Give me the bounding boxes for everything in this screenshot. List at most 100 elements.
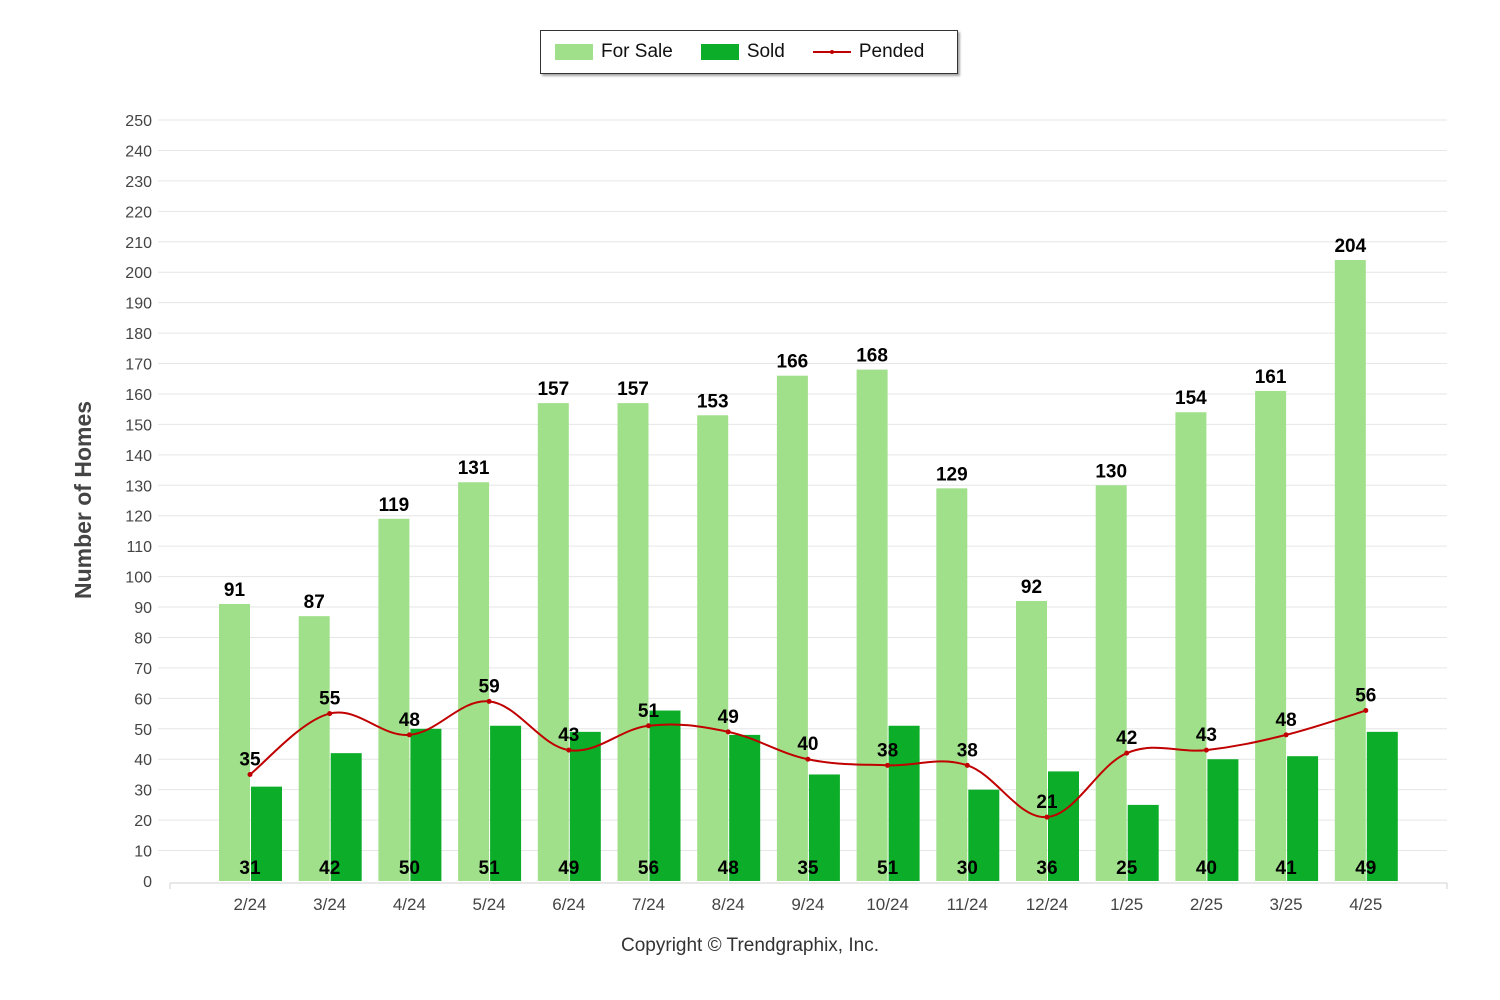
- legend-swatch-for-sale: [555, 44, 593, 60]
- copyright-text: Copyright © Trendgraphix, Inc.: [621, 935, 879, 956]
- label-for-sale: 92: [1021, 577, 1042, 598]
- label-for-sale: 87: [304, 592, 325, 613]
- x-tick-label: 1/25: [1110, 895, 1143, 914]
- label-pended: 48: [399, 710, 420, 731]
- bar-for-sale: [1175, 412, 1207, 881]
- bar-for-sale: [1255, 390, 1287, 881]
- bar-sold: [649, 710, 681, 881]
- label-for-sale: 204: [1334, 236, 1366, 257]
- pended-point: [406, 732, 412, 738]
- bar-for-sale: [537, 403, 569, 881]
- bar-sold: [410, 728, 442, 881]
- pended-point: [566, 747, 572, 753]
- pended-point: [725, 729, 731, 735]
- y-tick-label: 110: [126, 539, 152, 556]
- bar-sold: [888, 725, 920, 881]
- y-tick-label: 0: [143, 874, 152, 891]
- label-for-sale: 166: [777, 352, 809, 373]
- label-pended: 56: [1355, 686, 1376, 707]
- y-tick-label: 120: [125, 509, 152, 526]
- y-tick-label: 250: [125, 113, 152, 130]
- pended-point: [486, 698, 492, 704]
- pended-point: [1124, 750, 1130, 756]
- bar-sold: [330, 753, 362, 881]
- bar-for-sale: [1016, 600, 1047, 881]
- label-sold: 42: [319, 858, 340, 879]
- y-tick-label: 60: [134, 691, 152, 708]
- label-pended: 59: [479, 676, 500, 697]
- legend-item-for-sale[interactable]: For Sale: [555, 41, 673, 63]
- label-for-sale: 130: [1095, 461, 1127, 482]
- bar-sold: [569, 731, 601, 881]
- y-tick-label: 190: [125, 296, 152, 313]
- label-sold: 49: [1355, 858, 1376, 879]
- y-tick-label: 80: [134, 630, 152, 647]
- bar-sold: [968, 789, 1000, 881]
- legend-swatch-pended: [812, 44, 851, 60]
- label-pended: 43: [558, 725, 579, 746]
- y-tick-label: 230: [125, 174, 152, 191]
- y-tick-label: 180: [125, 326, 152, 343]
- label-pended: 21: [1036, 792, 1058, 813]
- label-for-sale: 91: [224, 580, 246, 601]
- x-tick-label: 4/24: [393, 895, 426, 914]
- bar-for-sale: [1095, 485, 1127, 881]
- label-sold: 51: [877, 858, 899, 879]
- label-for-sale: 129: [936, 464, 968, 485]
- label-pended: 49: [718, 707, 739, 728]
- bar-sold: [1287, 756, 1319, 881]
- bar-for-sale: [458, 482, 490, 881]
- bar-sold: [1048, 771, 1079, 881]
- x-tick-label: 12/24: [1026, 895, 1069, 914]
- x-tick-label: 11/24: [947, 895, 988, 914]
- y-tick-label: 220: [125, 204, 152, 221]
- x-tick-label: 5/24: [473, 895, 506, 914]
- legend-item-sold[interactable]: Sold: [700, 41, 785, 63]
- y-tick-label: 30: [134, 783, 152, 800]
- bar-sold: [1127, 804, 1159, 881]
- label-sold: 41: [1276, 858, 1298, 879]
- bar-for-sale: [298, 616, 330, 881]
- label-sold: 36: [1036, 858, 1057, 879]
- y-tick-label: 210: [125, 235, 152, 252]
- x-tick-label: 2/24: [233, 895, 266, 914]
- label-pended: 42: [1116, 728, 1137, 749]
- legend-item-pended[interactable]: Pended: [812, 41, 924, 63]
- label-pended: 51: [638, 701, 660, 722]
- label-sold: 50: [399, 858, 420, 879]
- label-pended: 48: [1276, 710, 1297, 731]
- bar-sold: [1207, 759, 1239, 881]
- label-sold: 48: [718, 858, 739, 879]
- y-tick-label: 240: [125, 143, 152, 160]
- pended-point: [1044, 814, 1050, 820]
- x-tick-label: 3/25: [1270, 895, 1303, 914]
- pended-point: [1203, 747, 1209, 753]
- y-tick-label: 170: [125, 357, 152, 374]
- pended-point: [1363, 708, 1369, 714]
- label-for-sale: 168: [856, 346, 888, 367]
- y-tick-label: 90: [134, 600, 152, 617]
- bar-sold: [729, 734, 761, 881]
- pended-point: [964, 762, 970, 768]
- label-sold: 51: [479, 858, 501, 879]
- y-tick-label: 20: [134, 813, 152, 830]
- label-pended: 38: [877, 740, 898, 761]
- bar-for-sale: [776, 375, 808, 881]
- legend-label-sold: Sold: [746, 41, 785, 62]
- legend-swatch-sold: [700, 44, 739, 60]
- label-for-sale: 161: [1255, 367, 1287, 388]
- label-for-sale: 157: [617, 379, 649, 400]
- y-tick-label: 40: [134, 752, 152, 769]
- label-sold: 35: [797, 858, 819, 879]
- x-tick-label: 8/24: [712, 895, 745, 914]
- bar-for-sale: [697, 415, 729, 881]
- bar-for-sale: [617, 403, 649, 881]
- pended-point: [247, 771, 253, 777]
- label-pended: 43: [1196, 725, 1217, 746]
- x-tick-label: 6/24: [552, 895, 585, 914]
- bar-sold: [251, 786, 282, 881]
- label-sold: 40: [1196, 858, 1217, 879]
- bar-for-sale: [219, 603, 250, 881]
- label-sold: 31: [239, 858, 261, 879]
